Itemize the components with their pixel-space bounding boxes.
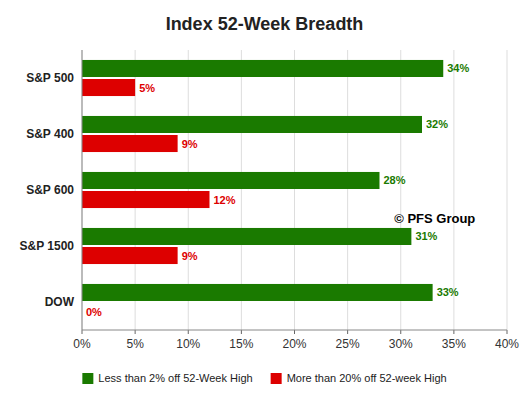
annotation: © PFS Group (394, 211, 475, 226)
data-label: 12% (214, 194, 236, 206)
bar (82, 172, 380, 189)
chart: Index 52-Week Breadth 0% 5% 10% 15% 20% 25% 30%… (0, 0, 529, 412)
tick (347, 330, 348, 334)
category-label: S&P 600 (26, 183, 74, 197)
legend-item: More than 20% off 52-week High (271, 372, 447, 384)
tick-label: 25% (336, 337, 360, 351)
category-label: S&P 500 (26, 71, 74, 85)
category-label: S&P 400 (26, 127, 74, 141)
bar (82, 79, 135, 96)
tick (135, 330, 136, 334)
tick (294, 330, 295, 334)
tick-label: 5% (126, 337, 144, 351)
data-label: 33% (437, 286, 459, 298)
legend-item: Less than 2% off 52-Week High (82, 372, 252, 384)
tick (507, 330, 508, 334)
tick-label: 30% (389, 337, 413, 351)
data-label: 32% (426, 118, 448, 130)
bar (82, 284, 433, 301)
legend-label: Less than 2% off 52-Week High (98, 372, 252, 384)
tick (82, 330, 83, 334)
data-label: 34% (447, 62, 469, 74)
tick-label: 20% (282, 337, 306, 351)
bar (82, 60, 443, 77)
bar (82, 247, 178, 264)
data-label: 0% (86, 306, 102, 318)
data-label: 9% (182, 250, 198, 262)
legend: Less than 2% off 52-Week High More than 2… (82, 372, 446, 384)
tick-label: 15% (229, 337, 253, 351)
category-label: DOW (45, 295, 75, 309)
tick (241, 330, 242, 334)
legend-swatch (271, 373, 282, 384)
data-label: 5% (139, 82, 155, 94)
tick-label: 35% (442, 337, 466, 351)
data-label: 31% (415, 230, 437, 242)
legend-label: More than 20% off 52-week High (287, 372, 447, 384)
y-axis (82, 50, 83, 330)
grid (82, 50, 507, 330)
bar (82, 116, 422, 133)
tick-label: 10% (176, 337, 200, 351)
category-label: S&P 1500 (20, 239, 75, 253)
data-label: 28% (384, 174, 406, 186)
grid-line (507, 50, 508, 330)
legend-swatch (82, 373, 93, 384)
data-labels: 33% 31% 28% 32% 34% 0% 9% 12% 9% 5% (86, 62, 469, 317)
bar (82, 135, 178, 152)
tick-label: 40% (495, 337, 519, 351)
tick-label: 0% (73, 337, 91, 351)
tick (453, 330, 454, 334)
tick (188, 330, 189, 334)
tick (400, 330, 401, 334)
data-label: 9% (182, 138, 198, 150)
bars (82, 60, 443, 301)
bar (82, 191, 210, 208)
title: Index 52-Week Breadth (166, 14, 364, 34)
x-axis (82, 330, 507, 331)
bar (82, 228, 411, 245)
grid-line (82, 50, 83, 330)
